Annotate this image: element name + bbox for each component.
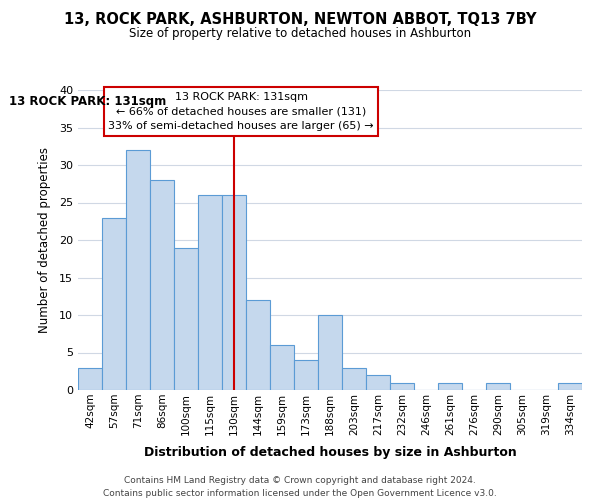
Text: 13, ROCK PARK, ASHBURTON, NEWTON ABBOT, TQ13 7BY: 13, ROCK PARK, ASHBURTON, NEWTON ABBOT, …	[64, 12, 536, 28]
Text: Contains public sector information licensed under the Open Government Licence v3: Contains public sector information licen…	[103, 489, 497, 498]
Bar	[390, 382, 414, 390]
Text: Contains HM Land Registry data © Crown copyright and database right 2024.: Contains HM Land Registry data © Crown c…	[124, 476, 476, 485]
Bar	[270, 345, 294, 390]
Bar	[294, 360, 318, 390]
Bar	[222, 195, 246, 390]
X-axis label: Distribution of detached houses by size in Ashburton: Distribution of detached houses by size …	[143, 446, 517, 459]
Bar	[438, 382, 462, 390]
Bar	[78, 368, 102, 390]
Bar	[558, 382, 582, 390]
Bar	[102, 218, 126, 390]
Bar	[174, 248, 198, 390]
Bar	[126, 150, 150, 390]
Text: 13 ROCK PARK: 131sqm
← 66% of detached houses are smaller (131)
33% of semi-deta: 13 ROCK PARK: 131sqm ← 66% of detached h…	[109, 92, 374, 131]
Bar	[318, 315, 342, 390]
Text: Size of property relative to detached houses in Ashburton: Size of property relative to detached ho…	[129, 28, 471, 40]
Text: 13 ROCK PARK: 131sqm: 13 ROCK PARK: 131sqm	[10, 94, 167, 108]
Bar	[366, 375, 390, 390]
Bar	[486, 382, 510, 390]
Y-axis label: Number of detached properties: Number of detached properties	[38, 147, 50, 333]
Bar	[150, 180, 174, 390]
Bar	[342, 368, 366, 390]
Bar	[246, 300, 270, 390]
Bar	[198, 195, 222, 390]
